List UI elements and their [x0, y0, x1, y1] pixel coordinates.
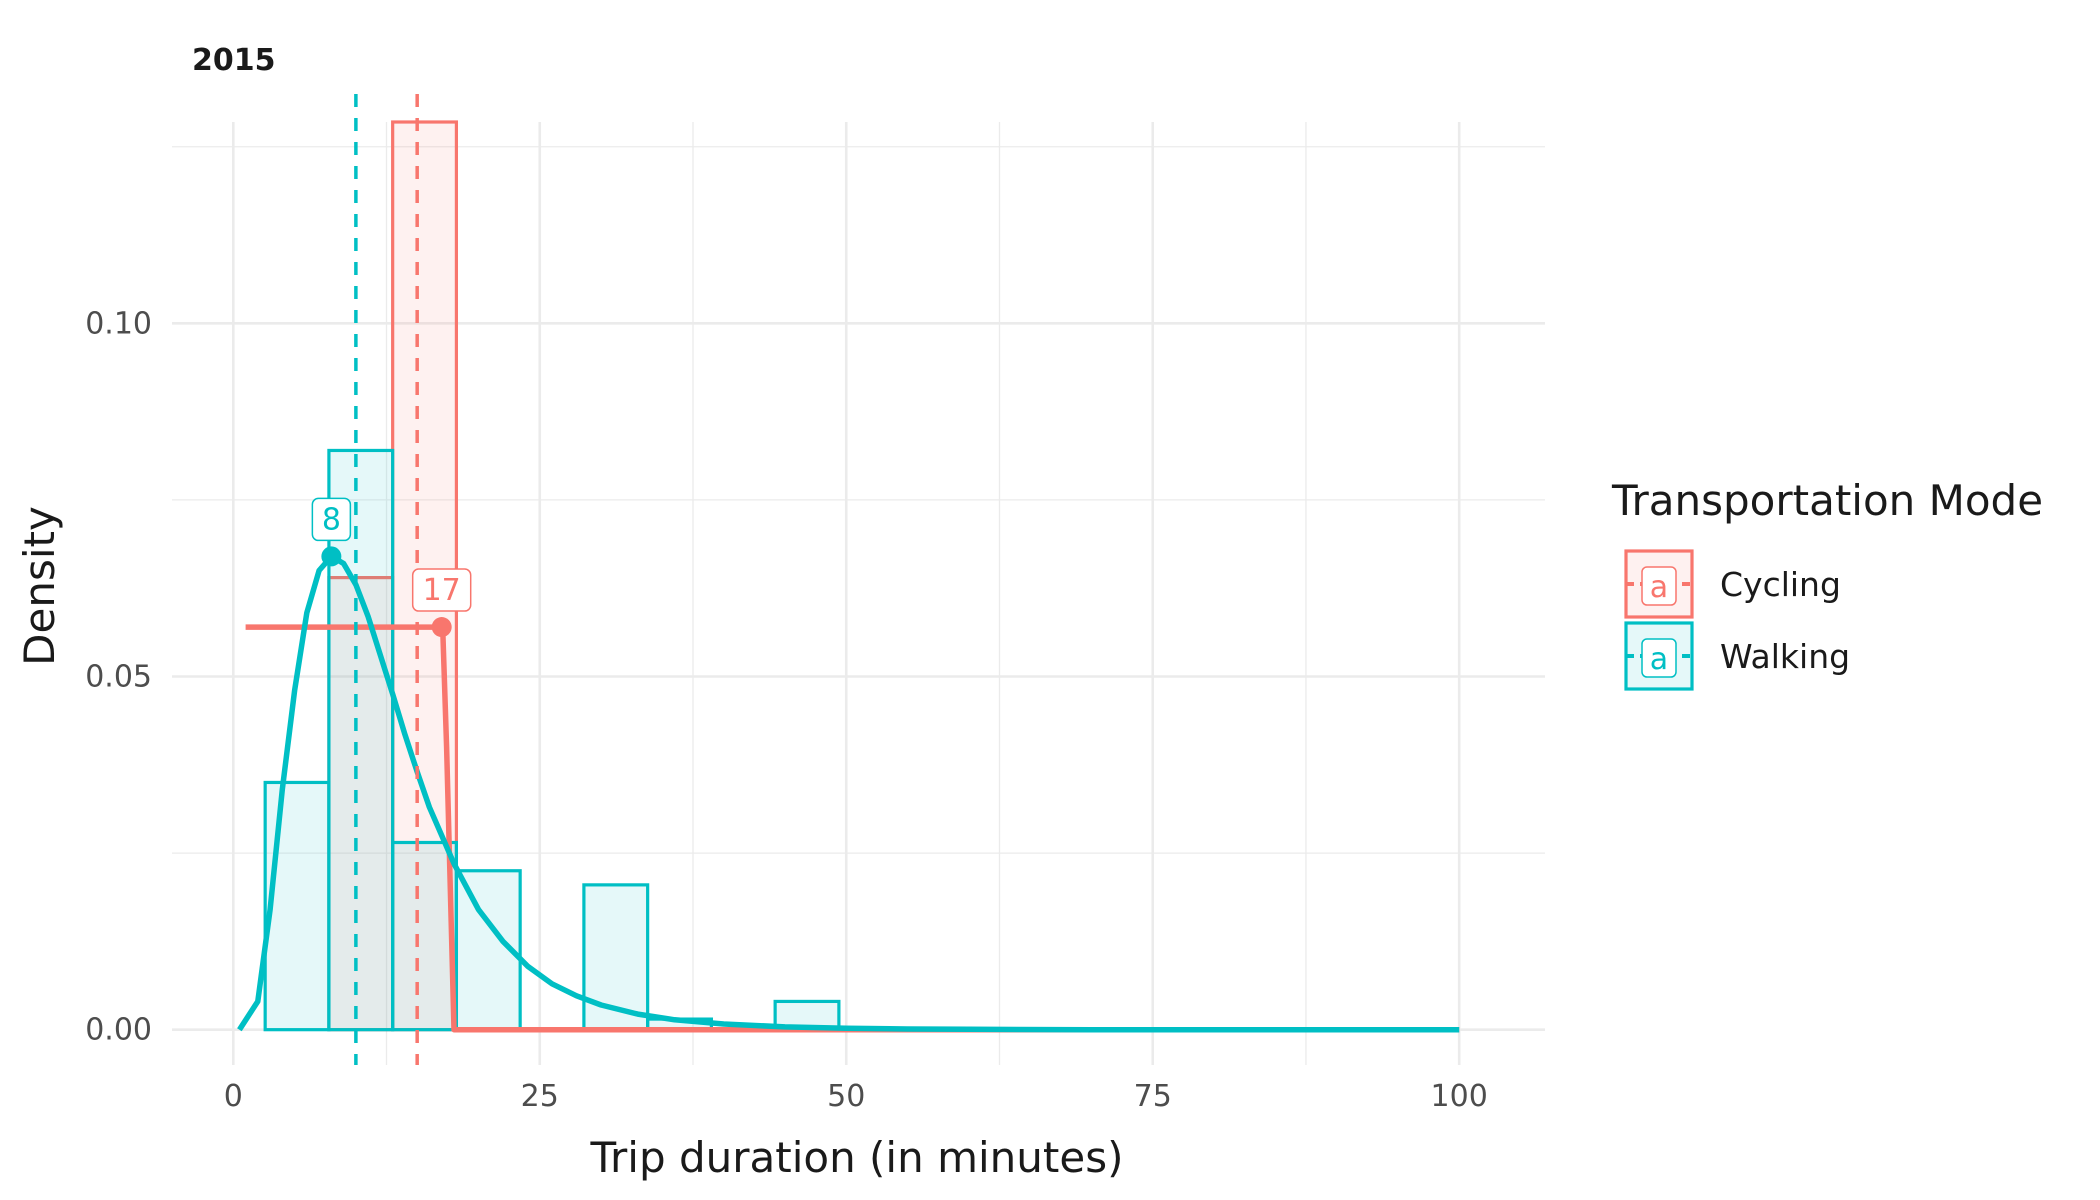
legend-label-cycling: Cycling — [1720, 565, 1841, 604]
legend: Transportation Mode a Cycling a Walking — [1611, 476, 2043, 691]
legend-label-walking: Walking — [1720, 637, 1850, 676]
y-tick-label: 0.10 — [85, 306, 152, 341]
axes: 0 25 50 75 100 0.00 0.05 0.10 — [85, 306, 1488, 1114]
mode-point-walking — [321, 546, 342, 567]
mode-markers: 17 8 — [311, 497, 472, 638]
x-tick-label: 50 — [827, 1079, 865, 1114]
density-curve-walking — [237, 553, 1460, 1033]
legend-key-label-box — [1641, 566, 1677, 606]
mode-label: 8 — [322, 502, 341, 537]
y-tick-label: 0.05 — [85, 659, 152, 694]
chart-title: 2015 — [192, 43, 276, 78]
histogram-bar-walking — [327, 448, 395, 1032]
legend-key-glyph: a — [1650, 642, 1668, 677]
y-tick-label: 0.00 — [85, 1013, 152, 1048]
legend-key-glyph: a — [1650, 570, 1668, 605]
x-tick-label: 25 — [521, 1079, 559, 1114]
x-tick-label: 75 — [1134, 1079, 1172, 1114]
mode-point-cycling — [431, 617, 452, 638]
y-axis-title: Density — [15, 506, 64, 666]
legend-key-label-box — [1641, 638, 1677, 678]
x-tick-label: 0 — [224, 1079, 243, 1114]
grid — [172, 122, 1545, 1065]
mode-label: 17 — [423, 573, 461, 608]
mode-label-box — [411, 568, 472, 612]
x-axis-title: Trip duration (in minutes) — [590, 1133, 1124, 1182]
mode-label-box — [311, 497, 352, 542]
histogram-bar-walking — [391, 840, 459, 1032]
histogram-bar-walking — [263, 780, 331, 1032]
legend-title: Transportation Mode — [1611, 476, 2043, 525]
x-tick-label: 100 — [1431, 1079, 1488, 1114]
